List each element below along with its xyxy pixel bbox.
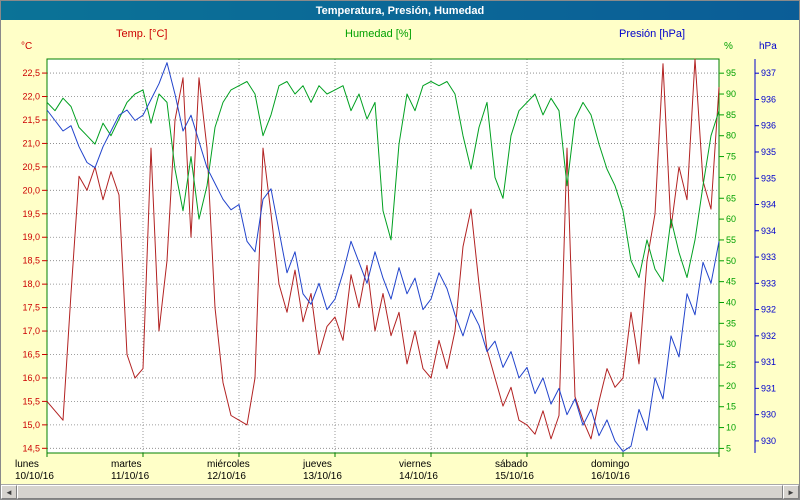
humidity-tick-label: 65	[726, 193, 736, 203]
series-pressure	[46, 62, 720, 452]
humidity-tick-label: 30	[726, 339, 736, 349]
humidity-tick-label: 20	[726, 381, 736, 391]
pressure-tick-label: 930	[761, 410, 776, 420]
pressure-tick-label: 935	[761, 147, 776, 157]
legend-pressure: Presión [hPa]	[619, 28, 686, 40]
temp-tick-label: 16,5	[22, 350, 40, 360]
pressure-tick-label: 932	[761, 331, 776, 341]
day-date-label: 16/10/16	[591, 471, 630, 482]
humidity-tick-label: 75	[726, 152, 736, 162]
legend-temperature: Temp. [°C]	[116, 28, 168, 40]
day-name-label: sábado	[495, 459, 528, 470]
pressure-tick-label: 936	[761, 121, 776, 131]
humidity-tick-label: 90	[726, 89, 736, 99]
day-name-label: domingo	[591, 459, 630, 470]
humidity-tick-label: 35	[726, 318, 736, 328]
temp-tick-label: 22,0	[22, 92, 40, 102]
scroll-right-arrow-icon: ►	[787, 487, 795, 497]
humidity-tick-label: 50	[726, 256, 736, 266]
temp-tick-label: 17,5	[22, 303, 40, 313]
day-name-label: viernes	[399, 459, 431, 470]
scroll-left-arrow-icon: ◄	[5, 487, 13, 497]
temp-tick-label: 21,5	[22, 115, 40, 125]
temp-tick-label: 20,5	[22, 162, 40, 172]
humidity-axis-unit: %	[724, 41, 733, 52]
temp-tick-label: 18,0	[22, 279, 40, 289]
temp-tick-label: 17,0	[22, 326, 40, 336]
temp-tick-label: 15,5	[22, 396, 40, 406]
plot-frame	[46, 58, 720, 454]
temp-tick-label: 21,0	[22, 138, 40, 148]
pressure-tick-label: 930	[761, 436, 776, 446]
day-date-label: 10/10/16	[15, 471, 54, 482]
pressure-tick-label: 936	[761, 94, 776, 104]
temp-tick-label: 19,0	[22, 232, 40, 242]
pressure-tick-label: 932	[761, 305, 776, 315]
day-date-label: 11/10/16	[111, 471, 150, 482]
pressure-tick-label: 937	[761, 68, 776, 78]
humidity-tick-label: 25	[726, 360, 736, 370]
humidity-tick-label: 5	[726, 443, 731, 453]
horizontal-scrollbar[interactable]: ◄ ►	[1, 484, 799, 499]
temp-tick-label: 16,0	[22, 373, 40, 383]
plot-area	[47, 59, 719, 453]
temp-axis-unit: °C	[21, 41, 33, 52]
temp-tick-label: 18,5	[22, 256, 40, 266]
scroll-left-button[interactable]: ◄	[1, 485, 17, 499]
temp-tick-label: 14,5	[22, 443, 40, 453]
scroll-right-button[interactable]: ►	[783, 485, 799, 499]
humidity-tick-label: 80	[726, 131, 736, 141]
pressure-tick-label: 931	[761, 383, 776, 393]
humidity-tick-label: 85	[726, 110, 736, 120]
legend-humidity: Humedad [%]	[345, 28, 412, 40]
humidity-tick-label: 95	[726, 68, 736, 78]
day-name-label: lunes	[15, 459, 39, 470]
pressure-tick-label: 935	[761, 173, 776, 183]
day-name-label: miércoles	[207, 459, 250, 470]
title-bar: Temperatura, Presión, Humedad	[1, 1, 799, 20]
day-date-label: 12/10/16	[207, 471, 246, 482]
humidity-tick-label: 15	[726, 402, 736, 412]
series-temp	[46, 58, 720, 440]
day-date-label: 14/10/16	[399, 471, 438, 482]
temp-tick-label: 19,5	[22, 209, 40, 219]
humidity-tick-label: 45	[726, 277, 736, 287]
scrollbar-thumb[interactable]	[17, 485, 783, 499]
temp-tick-label: 20,0	[22, 185, 40, 195]
humidity-tick-label: 70	[726, 172, 736, 182]
pressure-tick-label: 933	[761, 278, 776, 288]
pressure-tick-label: 934	[761, 226, 776, 236]
pressure-tick-label: 934	[761, 200, 776, 210]
temp-tick-label: 22,5	[22, 68, 40, 78]
series-humidity	[46, 81, 720, 283]
window-title: Temperatura, Presión, Humedad	[315, 4, 485, 17]
day-date-label: 13/10/16	[303, 471, 342, 482]
day-date-label: 15/10/16	[495, 471, 534, 482]
pressure-axis-unit: hPa	[759, 41, 777, 52]
day-name-label: martes	[111, 459, 142, 470]
pressure-tick-label: 931	[761, 357, 776, 367]
humidity-tick-label: 60	[726, 214, 736, 224]
temp-tick-label: 15,0	[22, 420, 40, 430]
humidity-tick-label: 10	[726, 423, 736, 433]
humidity-tick-label: 55	[726, 235, 736, 245]
day-name-label: jueves	[302, 459, 332, 470]
humidity-tick-label: 40	[726, 297, 736, 307]
pressure-tick-label: 933	[761, 252, 776, 262]
